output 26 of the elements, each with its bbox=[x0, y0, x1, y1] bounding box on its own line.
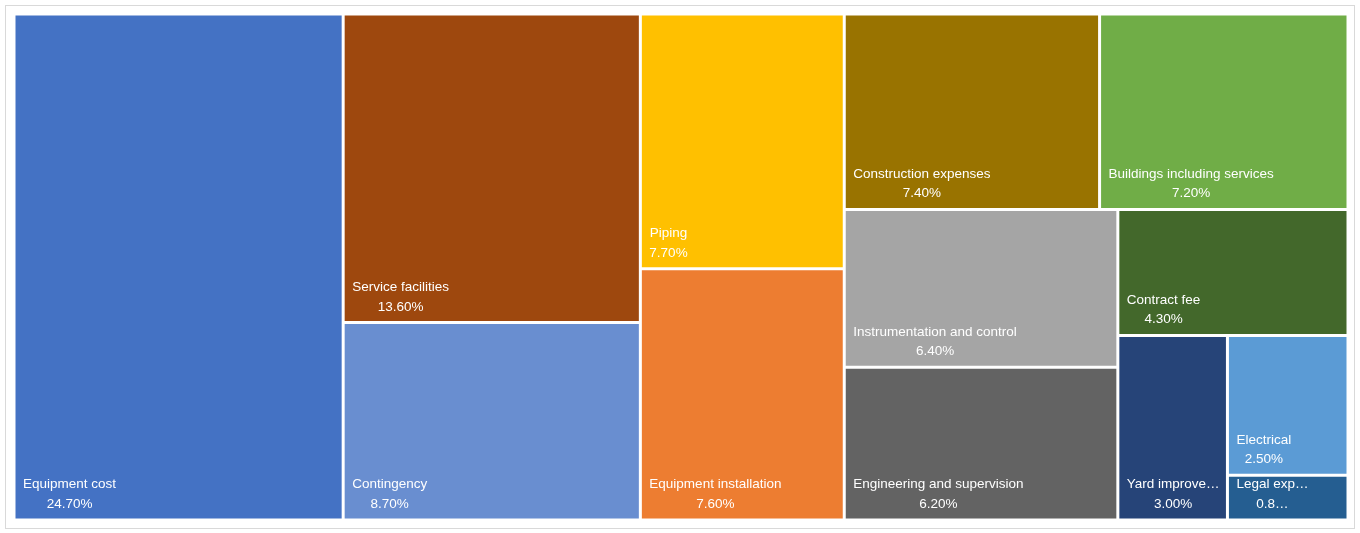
category-label: Contract fee bbox=[1126, 291, 1201, 307]
category-label: Yard improve… bbox=[1126, 476, 1220, 492]
data-label: 0.8… bbox=[1256, 496, 1289, 511]
data-label: 13.60% bbox=[377, 298, 424, 314]
category-label: Equipment installation bbox=[649, 476, 782, 492]
category-label: Service facilities bbox=[352, 279, 450, 295]
data-label: 4.30% bbox=[1144, 311, 1183, 327]
data-label: 24.70% bbox=[46, 496, 93, 511]
data-label: 6.40% bbox=[915, 343, 955, 359]
data-label: 2.50% bbox=[1244, 451, 1283, 467]
category-label: Construction expenses bbox=[853, 165, 991, 181]
data-label: 3.00% bbox=[1154, 496, 1193, 511]
data-label: 7.70% bbox=[649, 244, 688, 260]
data-label: 6.20% bbox=[919, 496, 958, 511]
category-label: Electrical bbox=[1236, 431, 1292, 447]
data-label: 8.70% bbox=[370, 496, 409, 511]
data-label: 7.60% bbox=[696, 496, 735, 511]
data-label: 7.20% bbox=[1171, 185, 1211, 201]
category-label: Equipment cost bbox=[22, 476, 117, 492]
data-label: 7.40% bbox=[902, 185, 942, 201]
category-label: Piping bbox=[649, 225, 688, 241]
category-label: Legal exp… bbox=[1236, 476, 1309, 492]
category-label: Engineering and supervision bbox=[853, 476, 1024, 492]
category-label: Buildings including services bbox=[1108, 165, 1274, 181]
category-label: Contingency bbox=[352, 476, 428, 492]
category-label: Instrumentation and control bbox=[853, 323, 1017, 339]
